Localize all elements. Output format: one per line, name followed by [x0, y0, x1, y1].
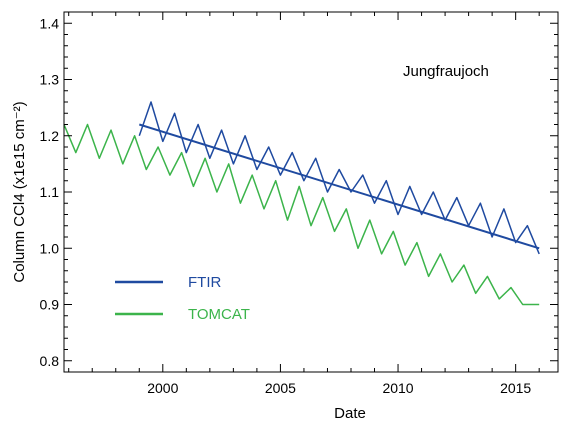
y-tick-label: 0.9: [40, 297, 60, 313]
plot-area: [64, 12, 558, 372]
x-tick-label: 2015: [500, 380, 531, 396]
x-axis-title: Date: [334, 405, 366, 422]
annotation-label: Jungfraujoch: [403, 63, 489, 80]
y-tick-label: 0.8: [40, 353, 60, 369]
series-layer: [63, 101, 540, 306]
x-tick-label: 2005: [265, 380, 296, 396]
x-tick-label: 2000: [147, 380, 178, 396]
tick-layer: 2000 2005 2010 2015 0.8 0.9 1.0 1.1 1.2 1.3 1.4: [40, 12, 558, 396]
y-tick-label: 1.0: [40, 240, 60, 256]
series-line-tomcat: [63, 123, 540, 306]
y-tick-label: 1.4: [40, 15, 60, 31]
y-axis-title: Column CCl4 (x1e15 cm⁻²): [11, 101, 28, 282]
series-line-ftir: [138, 101, 540, 255]
x-tick-label: 2010: [382, 380, 413, 396]
y-tick-label: 1.3: [40, 72, 60, 88]
ftir-trend-line: [139, 123, 540, 250]
y-tick-label: 1.2: [40, 128, 60, 144]
legend-label-ftir: FTIR: [188, 274, 221, 291]
legend: FTIR TOMCAT: [115, 274, 250, 323]
legend-label-tomcat: TOMCAT: [188, 306, 250, 323]
y-tick-label: 1.1: [40, 184, 60, 200]
